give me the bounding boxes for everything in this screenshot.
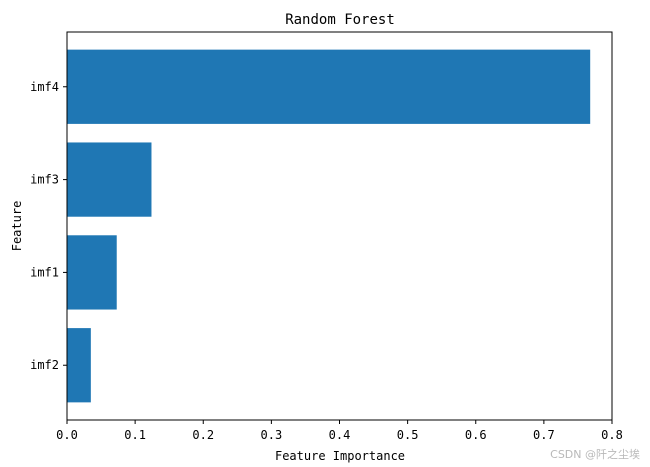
watermark: CSDN @阡之尘埃 [550,447,640,461]
bars-group [67,49,591,403]
chart-title: Random Forest [285,12,395,28]
y-tick-label: imf3 [30,173,59,187]
plot-frame [66,31,613,421]
x-ticks: 0.0 0.1 0.2 0.3 0.4 0.5 0.6 0.7 0.8 [56,420,623,442]
x-tick-label: 0.3 [261,428,283,442]
y-tick-label: imf2 [30,358,59,372]
bar-imf4 [67,49,591,124]
x-tick-label: 0.8 [601,428,623,442]
x-tick-label: 0.0 [56,428,78,442]
bar-imf2 [67,328,91,403]
x-axis-label: Feature Importance [275,449,405,463]
x-tick-label: 0.7 [533,428,555,442]
x-tick-label: 0.2 [192,428,214,442]
y-tick-label: imf4 [30,80,59,94]
x-tick-label: 0.4 [329,428,351,442]
y-tick-labels: imf2 imf1 imf3 imf4 [30,80,67,372]
x-tick-label: 0.5 [397,428,419,442]
x-tick-label: 0.1 [124,428,146,442]
x-tick-label: 0.6 [465,428,487,442]
bar-imf3 [67,142,152,217]
bar-imf1 [67,235,117,310]
y-axis-label: Feature [10,201,24,252]
y-tick-label: imf1 [30,265,59,279]
